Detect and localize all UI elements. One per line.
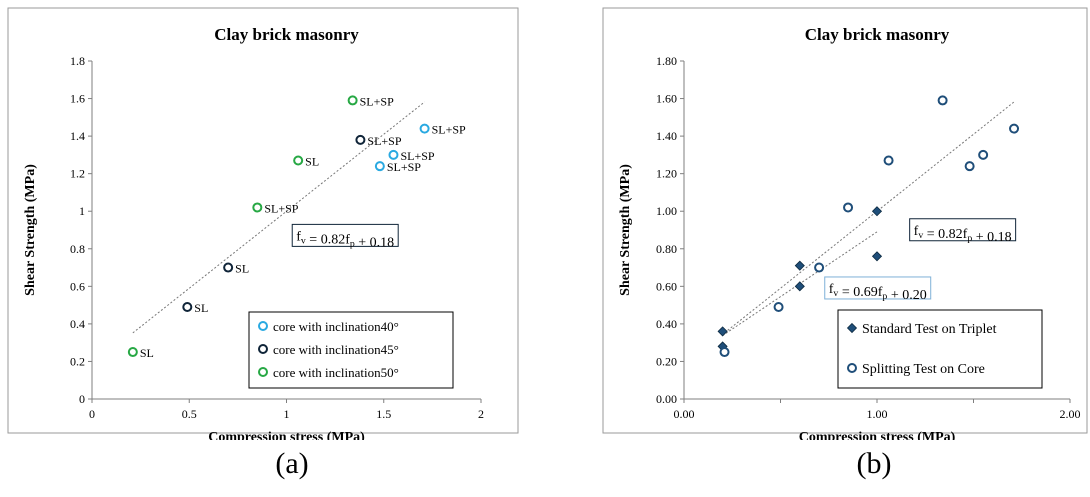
trendline bbox=[724, 101, 1015, 334]
data-point-diamond bbox=[794, 260, 805, 271]
y-tick-label: 0.4 bbox=[70, 317, 85, 331]
trendline-equation: fv = 0.82fp + 0.18 bbox=[914, 224, 1012, 245]
trendline-equation-box: fv = 0.82fp + 0.18 bbox=[909, 218, 1017, 245]
legend-marker-circle bbox=[258, 344, 268, 354]
legend-entry-label: core with inclination40° bbox=[273, 319, 399, 334]
data-point-diamond bbox=[871, 251, 883, 262]
trendline-equation: fv = 0.82fp + 0.18 bbox=[296, 229, 394, 250]
data-point-circle bbox=[883, 155, 894, 166]
data-point-circle bbox=[252, 202, 263, 213]
panel-a-label: (a) bbox=[275, 447, 309, 480]
y-tick-label: 1.4 bbox=[70, 129, 85, 143]
legend-marker-circle bbox=[847, 363, 857, 373]
chart-title: Clay brick masonry bbox=[805, 25, 950, 44]
x-tick-label: 1.5 bbox=[376, 407, 391, 421]
data-point-label: SL+SP bbox=[400, 149, 434, 163]
y-tick-label: 1.6 bbox=[70, 92, 85, 106]
legend-box bbox=[837, 309, 1043, 389]
legend-entry-label: core with inclination45° bbox=[273, 342, 399, 357]
y-tick-label: 1.80 bbox=[656, 54, 677, 68]
data-point-label: SL+SP bbox=[432, 123, 466, 137]
data-point-circle bbox=[773, 301, 784, 312]
data-point-label: SL bbox=[305, 155, 319, 169]
trendline-equation: fv = 0.69fp + 0.20 bbox=[829, 282, 927, 303]
y-tick-label: 0.6 bbox=[70, 279, 85, 293]
data-point-label: SL bbox=[140, 346, 154, 360]
data-point-circle bbox=[1009, 123, 1020, 134]
legend-box bbox=[248, 311, 454, 389]
y-tick-label: 0.80 bbox=[656, 242, 677, 256]
legend-marker-circle bbox=[258, 367, 268, 377]
x-tick-label: 0 bbox=[89, 407, 95, 421]
equation-box-frame bbox=[909, 218, 1017, 242]
y-tick-label: 0.2 bbox=[70, 354, 85, 368]
legend-entry-label: core with inclination50° bbox=[273, 365, 399, 380]
trendline-equation-box: fv = 0.82fp + 0.18 bbox=[291, 223, 399, 250]
y-tick-label: 1 bbox=[79, 204, 85, 218]
data-point-diamond bbox=[871, 206, 883, 217]
data-point-circle bbox=[419, 123, 430, 134]
data-point-circle bbox=[388, 149, 399, 160]
data-point-label: SL+SP bbox=[264, 201, 298, 215]
x-tick-label: 1.00 bbox=[867, 407, 888, 421]
y-tick-label: 0 bbox=[79, 392, 85, 406]
legend-entry-label: Standard Test on Triplet bbox=[862, 322, 997, 337]
x-tick-label: 0.00 bbox=[674, 407, 695, 421]
chart-panel-a: Clay brick masonry 0 0.2 0.4 0.6 0.8 1 1.2 1.4 1.… bbox=[0, 0, 520, 497]
chart-panel-b: Clay brick masonry 0.00 0.20 0.40 0.60 0.80 1.… bbox=[600, 0, 1090, 497]
y-tick-label: 0.20 bbox=[656, 354, 677, 368]
trendline-equation-box: fv = 0.69fp + 0.20 bbox=[824, 276, 932, 303]
x-tick-label: 0.5 bbox=[182, 407, 197, 421]
y-tick-label: 1.2 bbox=[70, 167, 85, 181]
x-axis-label: Compression stress (MPa) bbox=[208, 430, 365, 440]
x-tick-label: 2 bbox=[478, 407, 484, 421]
equation-box-frame bbox=[824, 276, 932, 300]
data-point-label: SL bbox=[235, 262, 249, 276]
y-axis-label: Shear Strength (MPa) bbox=[618, 164, 633, 296]
y-tick-label: 0.00 bbox=[656, 392, 677, 406]
data-point-diamond bbox=[794, 281, 805, 292]
y-axis-label: Shear Strength (MPa) bbox=[23, 164, 38, 296]
y-tick-label: 0.40 bbox=[656, 317, 677, 331]
y-tick-label: 1.20 bbox=[656, 167, 677, 181]
data-point-circle bbox=[964, 161, 975, 172]
y-tick-label: 1.8 bbox=[70, 54, 85, 68]
x-tick-label: 1 bbox=[284, 407, 290, 421]
data-point-circle bbox=[223, 262, 234, 273]
panel-b-label: (b) bbox=[856, 447, 892, 480]
chart-title: Clay brick masonry bbox=[214, 25, 359, 44]
chart-b-svg: Clay brick masonry 0.00 0.20 0.40 0.60 0.80 1.… bbox=[602, 7, 1088, 445]
y-tick-label: 1.40 bbox=[656, 129, 677, 143]
data-point-circle bbox=[814, 262, 825, 273]
data-point-label: SL bbox=[194, 301, 208, 315]
y-tick-label: 0.8 bbox=[70, 242, 85, 256]
x-tick-label: 2.00 bbox=[1060, 407, 1081, 421]
data-point-circle bbox=[978, 149, 989, 160]
legend-marker-circle bbox=[258, 321, 268, 331]
data-point-diamond bbox=[717, 326, 728, 337]
y-tick-label: 1.60 bbox=[656, 92, 677, 106]
y-tick-label: 0.60 bbox=[656, 279, 677, 293]
data-point-circle bbox=[937, 95, 948, 106]
data-point-label: SL+SP bbox=[360, 94, 394, 108]
data-point-label: SL+SP bbox=[367, 134, 401, 148]
data-point-circle bbox=[347, 95, 358, 106]
y-tick-label: 1.00 bbox=[656, 204, 677, 218]
chart-a-svg: Clay brick masonry 0 0.2 0.4 0.6 0.8 1 1.2 1.4 1.… bbox=[7, 7, 519, 445]
x-axis-label: Compression stress (MPa) bbox=[799, 430, 956, 440]
data-point-circle bbox=[374, 161, 385, 172]
data-point-circle bbox=[182, 301, 193, 312]
data-point-circle bbox=[719, 347, 730, 358]
data-point-circle bbox=[355, 134, 366, 145]
data-point-circle bbox=[127, 347, 138, 358]
equation-box-frame bbox=[291, 223, 399, 247]
data-point-label: SL+SP bbox=[387, 160, 421, 174]
data-point-circle bbox=[843, 202, 854, 213]
legend-entry-label: Splitting Test on Core bbox=[862, 362, 985, 377]
data-point-circle bbox=[293, 155, 304, 166]
legend-marker-diamond bbox=[846, 322, 858, 334]
